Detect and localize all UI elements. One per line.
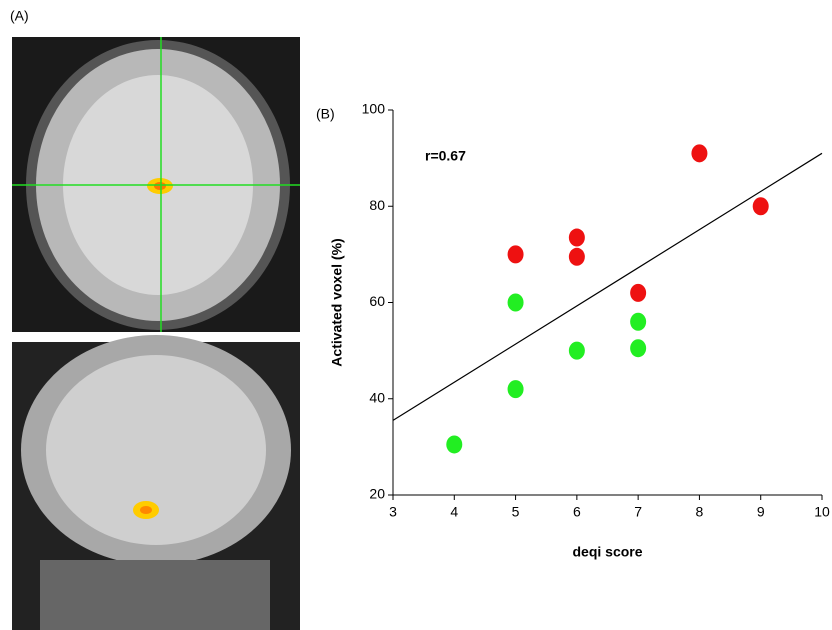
y-tick-label: 80: [369, 197, 385, 213]
point: [630, 312, 647, 331]
panel-label: (B): [316, 106, 335, 122]
point: [507, 245, 524, 264]
coronal-mri-image: [12, 335, 300, 630]
point: [568, 247, 585, 266]
panel-label: (A): [10, 8, 29, 24]
point: [691, 144, 708, 163]
x-tick-label: 10: [814, 504, 830, 520]
point: [630, 339, 647, 358]
y-tick-label: 20: [369, 486, 385, 502]
x-axis-label: deqi score: [572, 544, 642, 560]
point: [568, 228, 585, 247]
x-tick-label: 8: [696, 504, 704, 520]
x-tick-label: 5: [512, 504, 520, 520]
point: [507, 380, 524, 399]
x-tick-label: 9: [757, 504, 765, 520]
point: [507, 293, 524, 312]
x-tick-label: 3: [389, 504, 397, 520]
x-tick-label: 6: [573, 504, 581, 520]
axial-mri-image: [12, 37, 300, 332]
x-tick-label: 4: [450, 504, 458, 520]
trend-line: [392, 152, 823, 421]
y-tick-label: 100: [362, 101, 386, 117]
y-tick-label: 40: [369, 389, 385, 405]
annotation: r=0.67: [425, 148, 466, 164]
point: [752, 197, 769, 216]
point: [630, 283, 647, 302]
x-tick-label: 7: [634, 504, 642, 520]
point: [446, 435, 463, 454]
point: [568, 341, 585, 360]
y-tick-label: 60: [369, 293, 385, 309]
y-axis-label: Activated voxel (%): [329, 238, 345, 366]
